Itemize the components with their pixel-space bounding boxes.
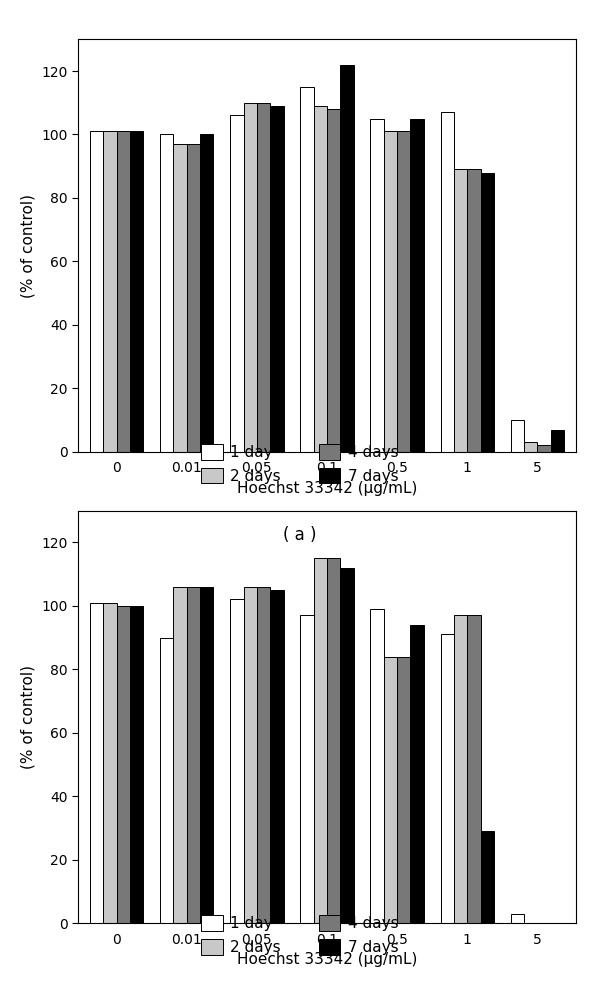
Bar [440, 112, 454, 452]
Bar [454, 169, 467, 452]
Bar [301, 616, 314, 923]
Bar [244, 587, 257, 923]
Bar [103, 132, 116, 452]
Bar [384, 132, 397, 452]
Bar [340, 65, 353, 452]
Bar [187, 144, 200, 452]
Bar [90, 132, 103, 452]
Bar [467, 169, 481, 452]
Y-axis label: (% of control): (% of control) [20, 193, 35, 298]
Bar [538, 446, 551, 452]
Bar [90, 603, 103, 923]
Bar [200, 135, 214, 452]
Bar [230, 116, 244, 452]
Bar [524, 442, 538, 452]
Bar [116, 132, 130, 452]
Y-axis label: (% of control): (% of control) [20, 665, 35, 769]
Bar [327, 558, 340, 923]
Bar [454, 616, 467, 923]
Bar [103, 603, 116, 923]
X-axis label: Hoechst 33342 (μg/mL): Hoechst 33342 (μg/mL) [237, 953, 417, 967]
Legend: 1 day, 2 days, 4 days, 7 days: 1 day, 2 days, 4 days, 7 days [197, 440, 403, 488]
Bar [257, 587, 270, 923]
Bar [160, 637, 173, 923]
Bar [200, 587, 214, 923]
Bar [257, 103, 270, 452]
Bar [187, 587, 200, 923]
Bar [340, 568, 353, 923]
Bar [370, 609, 384, 923]
Bar [410, 625, 424, 923]
Bar [397, 132, 410, 452]
Bar [130, 132, 143, 452]
Text: ( a ): ( a ) [283, 526, 317, 544]
Bar [130, 606, 143, 923]
Bar [173, 587, 187, 923]
Bar [327, 109, 340, 452]
Legend: 1 day, 2 days, 4 days, 7 days: 1 day, 2 days, 4 days, 7 days [197, 911, 403, 959]
Bar [440, 634, 454, 923]
Bar [244, 103, 257, 452]
Bar [384, 657, 397, 923]
Bar [481, 173, 494, 452]
Bar [481, 831, 494, 923]
Bar [116, 606, 130, 923]
Bar [270, 106, 284, 452]
Bar [314, 106, 327, 452]
Bar [511, 420, 524, 452]
Bar [314, 558, 327, 923]
Bar [173, 144, 187, 452]
Bar [467, 616, 481, 923]
Bar [230, 599, 244, 923]
X-axis label: Hoechst 33342 (μg/mL): Hoechst 33342 (μg/mL) [237, 481, 417, 496]
Bar [370, 119, 384, 452]
Bar [551, 429, 564, 452]
Bar [397, 657, 410, 923]
Bar [301, 86, 314, 452]
Bar [511, 913, 524, 923]
Bar [270, 590, 284, 923]
Bar [410, 119, 424, 452]
Bar [160, 135, 173, 452]
